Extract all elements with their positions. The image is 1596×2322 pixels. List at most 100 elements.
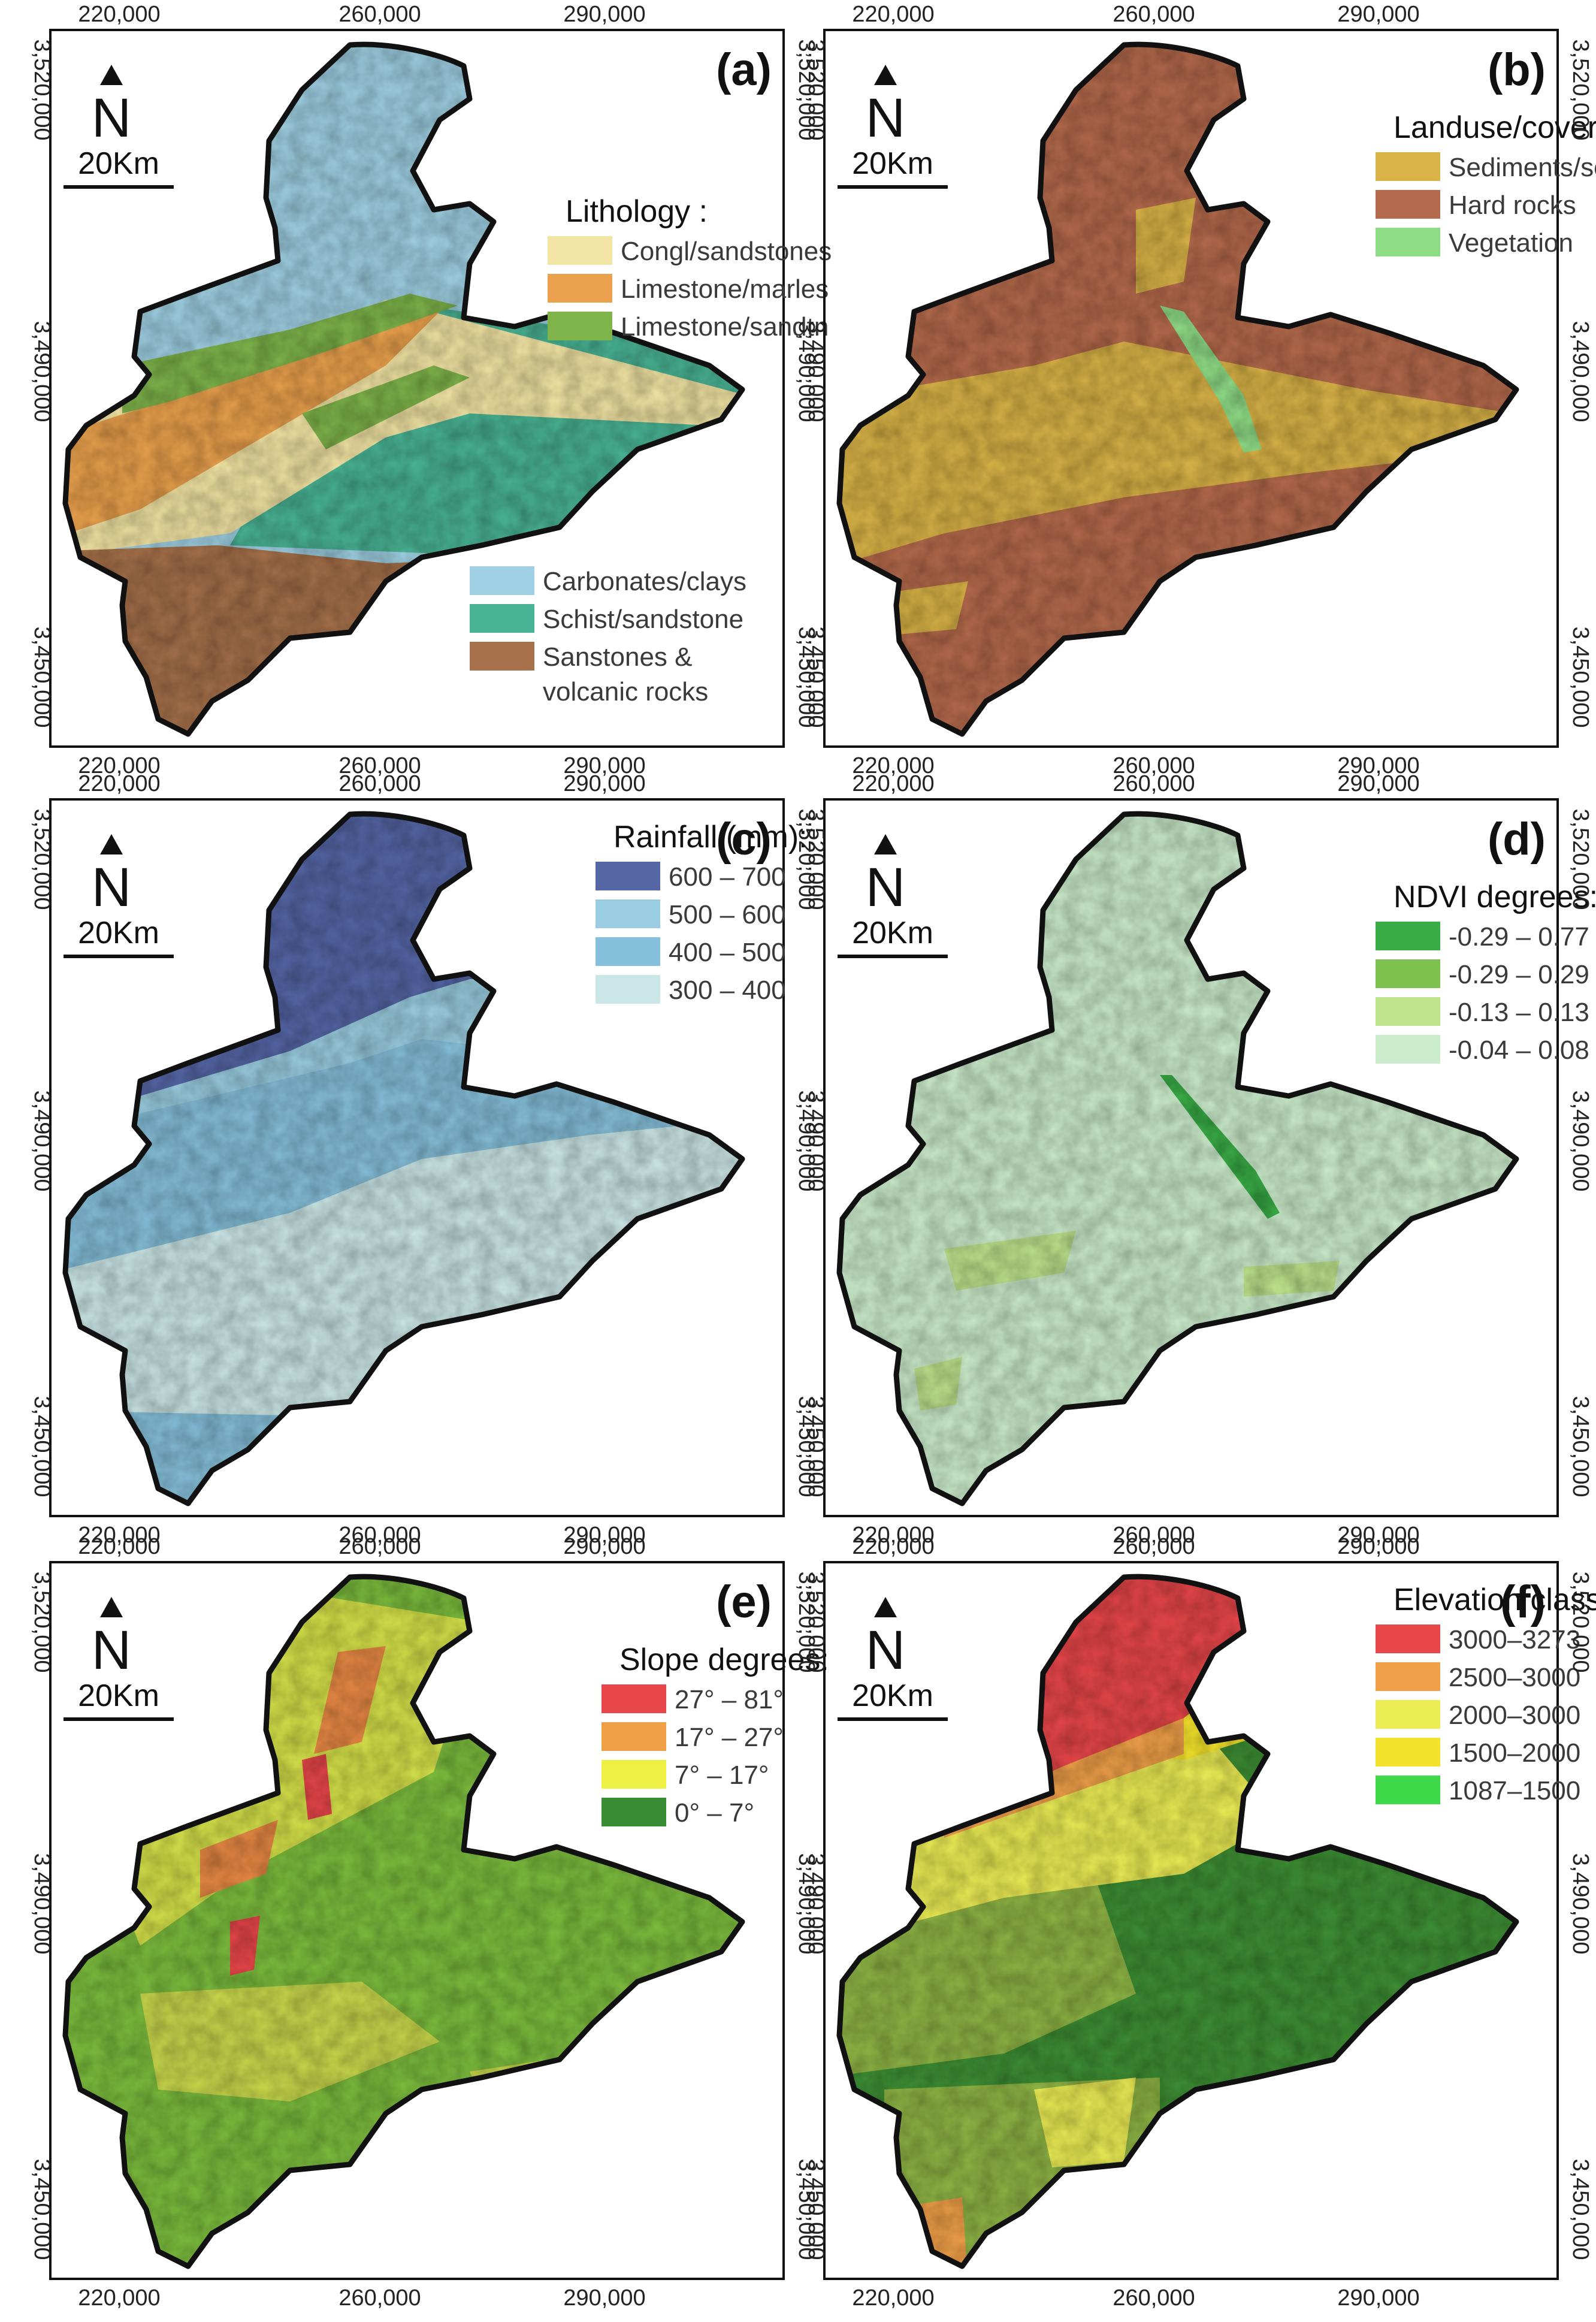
legend-item-label: 7° – 17° — [675, 1761, 769, 1790]
north-arrow-icon — [874, 65, 897, 85]
y-coord-right: 3,490,000 — [794, 1853, 819, 1954]
x-coord-top: 290,000 — [563, 2, 645, 27]
legend-item-label: Limestone/sandtn — [621, 312, 829, 342]
y-coord-right: 3,450,000 — [1568, 1396, 1593, 1497]
basin-fill-lithology — [65, 44, 742, 735]
map-region-5 — [200, 1820, 278, 1898]
x-coord-top: 220,000 — [78, 771, 160, 796]
map-region-4 — [1034, 2078, 1136, 2167]
map-region-2 — [140, 1982, 440, 2101]
map-region-7 — [230, 1916, 260, 1976]
legend-title: Rainfall (mm): — [613, 820, 808, 854]
legend: Slope degrees: 27° – 81° 17° – 27° 7° – 17°… — [601, 1642, 829, 1828]
legend-swatch — [1376, 959, 1440, 988]
x-coord-bottom: 260,000 — [1113, 1523, 1195, 1548]
legend-swatch — [548, 312, 612, 340]
x-coord-top: 290,000 — [563, 771, 645, 796]
x-coord-top: 220,000 — [852, 771, 934, 796]
scale-bar-label: 20Km — [852, 916, 933, 950]
basin-fill-landuse — [839, 44, 1516, 735]
legend: Lithology : Congl/sandstones Limestone/mar… — [548, 194, 832, 342]
y-coord-left: 3,520,000 — [29, 39, 55, 140]
legend-swatch — [596, 862, 660, 890]
legend-item-label: 27° – 81° — [675, 1685, 784, 1714]
y-coord-left: 3,520,000 — [803, 1571, 829, 1672]
y-coord-right: 3,520,000 — [794, 1571, 819, 1672]
legend-swatch — [596, 899, 660, 928]
x-coord-bottom: 220,000 — [852, 2285, 934, 2311]
north-label: N — [866, 87, 905, 149]
x-coord-top: 290,000 — [563, 1534, 645, 1559]
y-coord-left: 3,520,000 — [29, 808, 55, 910]
y-coord-left: 3,450,000 — [29, 2158, 55, 2260]
legend-item-label: 1500–2000 — [1449, 1738, 1580, 1768]
legend-swatch — [1376, 152, 1440, 181]
legend-item-label: 0° – 7° — [675, 1798, 754, 1828]
legend-title: NDVI degrees: — [1394, 880, 1596, 914]
legend: Rainfall (mm): 600 – 700 500 – 600 400 – 50… — [596, 820, 808, 1005]
x-coord-top: 220,000 — [852, 1534, 934, 1559]
legend-item-label: Hard rocks — [1449, 191, 1576, 220]
y-coord-left: 3,490,000 — [29, 321, 55, 422]
map-region-1 — [944, 1231, 1076, 1291]
legend-item-label: Carbonates/clays — [543, 567, 746, 596]
north-label: N — [866, 1620, 905, 1681]
x-coord-bottom: 290,000 — [1337, 1523, 1419, 1548]
panel-frame — [49, 29, 785, 748]
map-region-2 — [65, 300, 742, 557]
legend-swatch — [1376, 1738, 1440, 1767]
panel-frame — [823, 29, 1559, 748]
map-region-4 — [314, 1646, 386, 1754]
y-coord-left: 3,490,000 — [803, 321, 829, 422]
north-arrow-icon — [100, 65, 123, 85]
y-coord-right: 3,520,000 — [1568, 39, 1593, 140]
north-arrow-icon — [100, 834, 123, 854]
y-coord-right: 3,490,000 — [1568, 1853, 1593, 1954]
y-coord-right: 3,490,000 — [1568, 1090, 1593, 1191]
x-coord-top: 260,000 — [1113, 771, 1195, 796]
x-coord-bottom: 260,000 — [338, 2285, 421, 2311]
legend-swatch — [1376, 922, 1440, 950]
legend: Landuse/cover : Sediments/soils Hard rocks… — [1376, 110, 1596, 258]
y-coord-left: 3,490,000 — [29, 1090, 55, 1191]
x-coord-top: 260,000 — [338, 1534, 421, 1559]
basin-fill-ndvi — [839, 814, 1516, 1504]
legend-item-label: Limestone/marles — [621, 274, 829, 304]
y-coord-right: 3,490,000 — [794, 321, 819, 422]
y-coord-left: 3,450,000 — [803, 2158, 829, 2260]
x-coord-bottom: 260,000 — [1113, 2285, 1195, 2311]
x-coord-bottom: 290,000 — [1337, 753, 1419, 778]
north-label: N — [92, 87, 131, 149]
map-region-3 — [65, 312, 440, 539]
legend: Elevation classes: 3000–3273 2500–3000 2000… — [1376, 1583, 1596, 1805]
legend-swatch — [548, 236, 612, 265]
x-coord-bottom: 220,000 — [78, 1523, 160, 1548]
legend-item-label: volcanic rocks — [543, 677, 708, 706]
legend-swatch — [1376, 1776, 1440, 1804]
y-coord-left: 3,490,000 — [29, 1853, 55, 1954]
y-coord-left: 3,450,000 — [803, 1396, 829, 1497]
legend-item-label: Sanstones & — [543, 642, 693, 672]
legend-swatch — [1376, 997, 1440, 1026]
y-coord-right: 3,450,000 — [794, 626, 819, 727]
map-region-5 — [302, 366, 470, 449]
basin-outline — [62, 41, 745, 737]
panel-frame — [823, 1561, 1559, 2280]
map-region-2 — [914, 1357, 962, 1411]
x-coord-top: 220,000 — [852, 2, 934, 27]
legend-swatch — [601, 1722, 666, 1751]
legend-item-label: Vegetation — [1449, 228, 1573, 258]
legend-title: Lithology : — [566, 194, 708, 229]
basin-outline — [62, 811, 745, 1506]
map-region-6 — [302, 1754, 332, 1820]
y-coord-right: 3,450,000 — [794, 2158, 819, 2260]
legend-item-label: 2000–3000 — [1449, 1701, 1580, 1730]
scale-bar-label: 20Km — [78, 916, 159, 950]
y-coord-right: 3,450,000 — [1568, 2158, 1593, 2260]
legend-swatch — [1376, 1662, 1440, 1691]
legend-item-label: 2500–3000 — [1449, 1663, 1580, 1692]
